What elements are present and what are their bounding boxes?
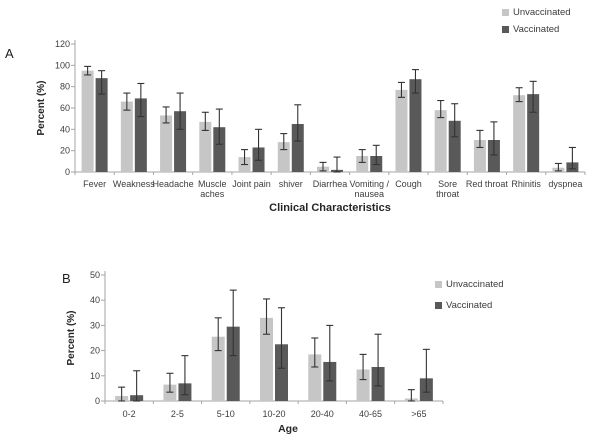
- bar-vaccinated-cough: [409, 79, 422, 172]
- bar-vaccinated-10-20: [275, 344, 288, 401]
- legend-label-unvaccinated: Unvaccinated: [513, 6, 571, 18]
- legend-label-vaccinated: Vaccinated: [513, 23, 560, 35]
- bar-unvaccinated-2-5: [163, 384, 177, 401]
- legend-swatch-vaccinated: [502, 25, 509, 33]
- legend-swatch-unvaccinated: [435, 280, 442, 288]
- category-label-clinical: Cough: [395, 179, 422, 189]
- category-label-clinical: Vomiting /: [349, 179, 389, 189]
- category-label-clinical: Muscle: [198, 179, 227, 189]
- category-label-clinical: Red throat: [466, 179, 509, 189]
- legend-row-unvaccinated: Unvaccinated: [502, 6, 571, 18]
- bar-unvaccinated-40-65: [356, 369, 370, 401]
- bar-unvaccinated-sore: [434, 110, 447, 172]
- category-label-clinical: aches: [200, 189, 225, 199]
- category-label-age: 0-2: [123, 409, 136, 419]
- category-label-age: 20-40: [311, 409, 334, 419]
- legend-row-vaccinated: Vaccinated: [435, 299, 504, 311]
- category-label-clinical: nausea: [354, 189, 384, 199]
- category-label-age: 2-5: [171, 409, 184, 419]
- panel-a-label: A: [5, 46, 14, 61]
- y-tick-label-age: 50: [90, 270, 100, 280]
- y-tick-label-age: 30: [90, 320, 100, 330]
- panel-b-label: B: [62, 271, 71, 286]
- legend-label-vaccinated: Vaccinated: [446, 299, 493, 311]
- bar-vaccinated-shiver: [291, 124, 304, 172]
- legend-swatch-unvaccinated: [502, 8, 509, 16]
- category-label-clinical: throat: [436, 189, 460, 199]
- legend-swatch-vaccinated: [435, 301, 442, 309]
- category-label-clinical: Rhinitis: [511, 179, 541, 189]
- y-axis-title-age: Percent (%): [66, 310, 77, 365]
- category-label-clinical: Headache: [153, 179, 194, 189]
- category-label-clinical: Sore: [438, 179, 457, 189]
- category-label-age: 5-10: [217, 409, 235, 419]
- y-tick-label-clinical: 40: [60, 124, 70, 134]
- category-label-clinical: Fever: [83, 179, 106, 189]
- category-label-clinical: dyspnea: [548, 179, 582, 189]
- y-tick-label-clinical: 80: [60, 82, 70, 92]
- bar-unvaccinated-rhinitis: [513, 95, 526, 172]
- category-label-age: >65: [411, 409, 426, 419]
- legend-panel-b: Unvaccinated Vaccinated: [435, 278, 504, 311]
- bar-unvaccinated-20-40: [308, 354, 322, 401]
- bar-vaccinated-sore: [448, 120, 461, 172]
- bar-unvaccinated-cough: [395, 89, 408, 172]
- category-label-age: 40-65: [359, 409, 382, 419]
- x-axis-title-clinical: Clinical Characteristics: [269, 202, 391, 214]
- y-tick-label-clinical: 20: [60, 146, 70, 156]
- y-tick-label-age: 10: [90, 371, 100, 381]
- bar-vaccinated-fever: [95, 78, 108, 172]
- y-tick-label-clinical: 0: [65, 167, 70, 177]
- category-label-clinical: Joint pain: [232, 179, 271, 189]
- bar-vaccinated-headache: [174, 111, 187, 172]
- legend-panel-a: Unvaccinated Vaccinated: [502, 6, 571, 35]
- bar-vaccinated-muscle: [213, 127, 226, 172]
- y-axis-title-clinical: Percent (%): [36, 80, 47, 135]
- bar-unvaccinated-10-20: [260, 317, 273, 401]
- bar-unvaccinated-headache: [160, 115, 173, 172]
- category-label-clinical: Diarrhea: [313, 179, 348, 189]
- bar-vaccinated-red-throat: [487, 140, 500, 172]
- y-tick-label-age: 20: [90, 346, 100, 356]
- bar-unvaccinated-muscle: [199, 121, 212, 172]
- legend-row-unvaccinated: Unvaccinated: [435, 278, 504, 290]
- y-tick-label-clinical: 100: [55, 60, 70, 70]
- category-label-clinical: shiver: [279, 179, 303, 189]
- bar-unvaccinated-vomiting-: [356, 156, 369, 172]
- bar-unvaccinated-5-10: [211, 336, 225, 401]
- category-label-clinical: Weakness: [113, 179, 155, 189]
- y-tick-label-age: 0: [95, 396, 100, 406]
- legend-row-vaccinated: Vaccinated: [502, 23, 571, 35]
- y-tick-label-clinical: 120: [55, 39, 70, 49]
- bar-unvaccinated-weakness: [120, 101, 133, 172]
- y-tick-label-clinical: 60: [60, 103, 70, 113]
- bar-vaccinated-rhinitis: [527, 94, 540, 172]
- bar-unvaccinated-fever: [81, 70, 94, 172]
- category-label-age: 10-20: [262, 409, 285, 419]
- legend-label-unvaccinated: Unvaccinated: [446, 278, 504, 290]
- bar-vaccinated-20-40: [323, 361, 337, 401]
- x-axis-title-age: Age: [278, 423, 298, 435]
- y-tick-label-age: 40: [90, 295, 100, 305]
- bar-vaccinated-5-10: [226, 326, 240, 401]
